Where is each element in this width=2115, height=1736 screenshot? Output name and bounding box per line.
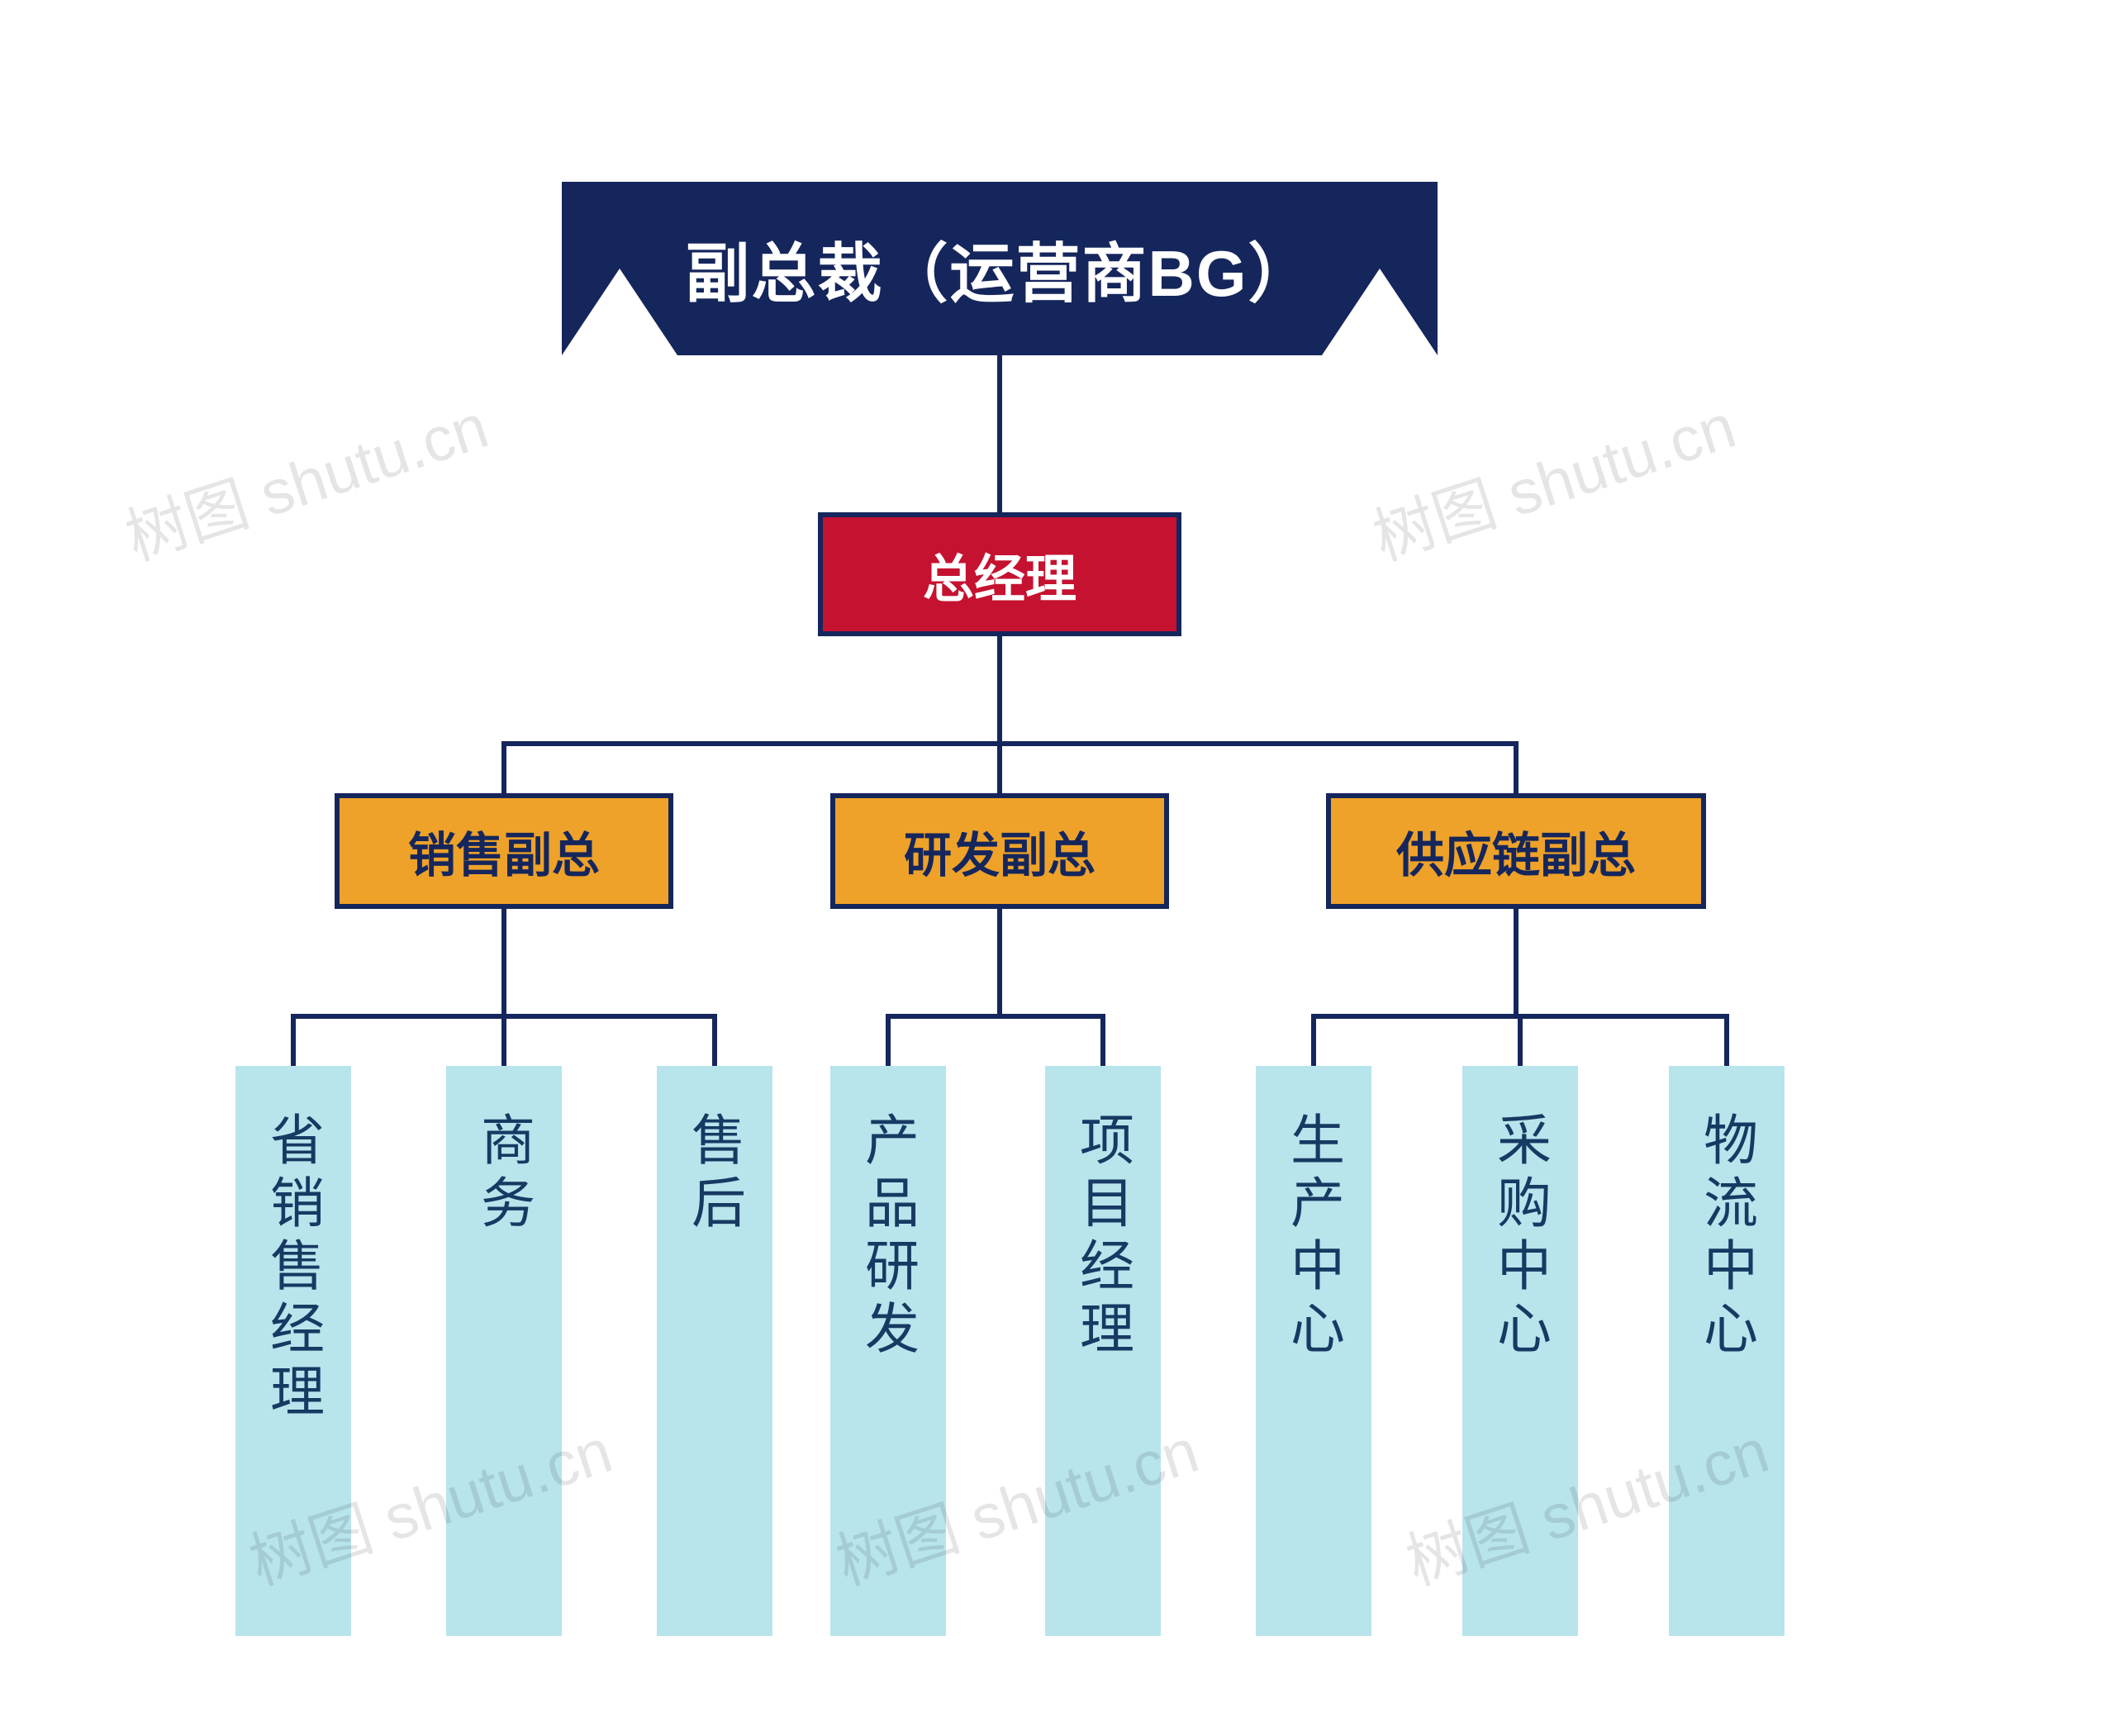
leaf-label: 项目经理 bbox=[1076, 1111, 1130, 1363]
connector bbox=[1311, 1016, 1316, 1066]
vp-node-sales: 销售副总 bbox=[335, 793, 673, 909]
connector bbox=[501, 1016, 506, 1066]
leaf-label: 生产中心 bbox=[1286, 1111, 1341, 1363]
connector bbox=[1100, 1016, 1105, 1066]
leaf-node: 物流中心 bbox=[1669, 1066, 1785, 1636]
connector bbox=[886, 1016, 891, 1066]
connector bbox=[1518, 1016, 1523, 1066]
leaf-label: 采购中心 bbox=[1493, 1111, 1547, 1363]
leaf-label: 物流中心 bbox=[1699, 1111, 1754, 1363]
leaf-label: 商务 bbox=[477, 1111, 531, 1237]
connector bbox=[997, 909, 1002, 1016]
leaf-label: 产品研发 bbox=[861, 1111, 915, 1363]
leaf-node: 省销售经理 bbox=[235, 1066, 351, 1636]
vp-node-rd: 研发副总 bbox=[830, 793, 1169, 909]
connector bbox=[501, 741, 1519, 746]
leaf-node: 产品研发 bbox=[830, 1066, 946, 1636]
connector bbox=[712, 1016, 717, 1066]
leaf-label: 售后 bbox=[687, 1111, 742, 1237]
vp-label: 供应链副总 bbox=[1396, 816, 1636, 886]
connector bbox=[997, 744, 1002, 793]
gm-label: 总经理 bbox=[923, 537, 1077, 611]
watermark: 树图 shutu.cn bbox=[112, 376, 497, 578]
leaf-node: 商务 bbox=[446, 1066, 562, 1636]
leaf-node: 生产中心 bbox=[1256, 1066, 1371, 1636]
watermark: 树图 shutu.cn bbox=[1360, 376, 1745, 578]
connector bbox=[1724, 1016, 1729, 1066]
vp-label: 销售副总 bbox=[408, 816, 600, 886]
connector bbox=[886, 1014, 1105, 1019]
leaf-label: 省销售经理 bbox=[266, 1111, 321, 1425]
leaf-node: 项目经理 bbox=[1045, 1066, 1161, 1636]
gm-node: 总经理 bbox=[818, 512, 1181, 636]
connector bbox=[1514, 744, 1519, 793]
leaf-node: 采购中心 bbox=[1462, 1066, 1578, 1636]
org-chart: 副总裁（运营商BG） 总经理销售副总 研发副总 供应链副总省销售经理 商务 售后 产品研发 项… bbox=[0, 0, 2115, 1736]
connector bbox=[997, 355, 1002, 512]
connector bbox=[291, 1016, 296, 1066]
vp-node-supply: 供应链副总 bbox=[1326, 793, 1706, 909]
root-node: 副总裁（运营商BG） bbox=[562, 182, 1438, 355]
leaf-node: 售后 bbox=[657, 1066, 772, 1636]
vp-label: 研发副总 bbox=[904, 816, 1096, 886]
connector bbox=[997, 636, 1002, 744]
connector bbox=[501, 909, 506, 1016]
connector bbox=[1514, 909, 1519, 1016]
connector bbox=[501, 744, 506, 793]
root-label: 副总裁（运营商BG） bbox=[685, 222, 1314, 315]
